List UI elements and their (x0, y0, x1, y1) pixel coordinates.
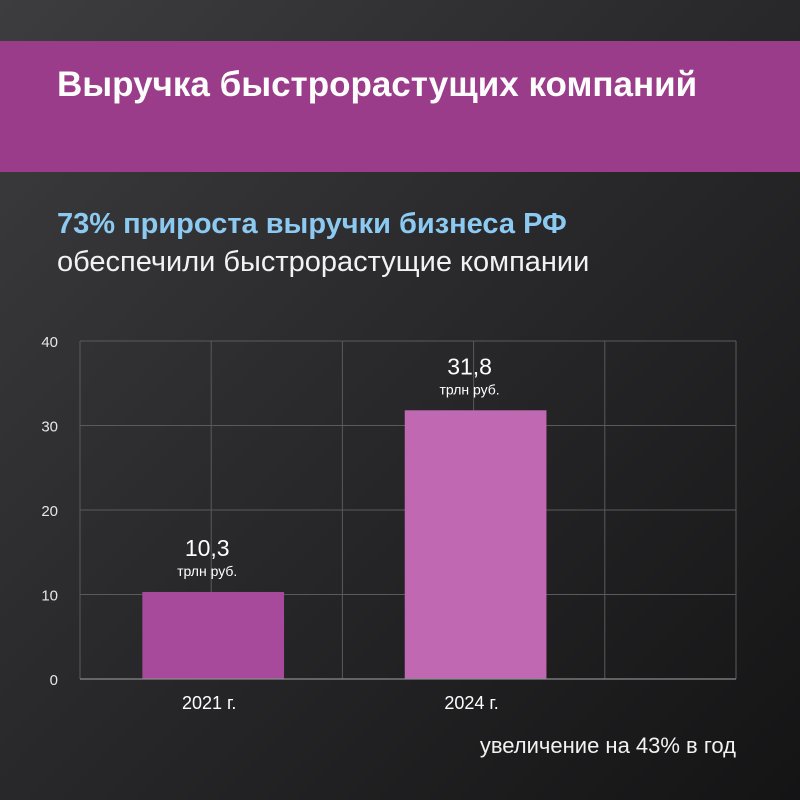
bar-unit-label: трлн руб. (439, 381, 499, 397)
bar (404, 410, 547, 679)
y-tick-label: 20 (41, 503, 58, 520)
y-tick-label: 30 (41, 419, 58, 436)
subtitle-highlight: 73% прироста выручки бизнеса РФ (57, 208, 567, 240)
chart-footnote: увеличение на 43% в год (479, 733, 736, 758)
subtitle-rest: обеспечили быстрорастущие компании (57, 246, 590, 278)
bar-value-label: 10,3 (185, 535, 230, 561)
x-category-label: 2024 г. (444, 693, 498, 713)
bar-unit-label: трлн руб. (177, 563, 237, 579)
y-tick-label: 10 (41, 588, 58, 605)
bar-chart: 0 10 20 30 40 10,3 трлн руб. 2021 г. 31,8 трлн ру… (41, 334, 737, 713)
y-tick-label: 0 (50, 672, 58, 689)
bar-value-label: 31,8 (447, 353, 492, 379)
x-category-label: 2021 г. (182, 693, 236, 713)
title-banner (0, 41, 800, 172)
page-title: Выручка быстрорастущих компаний (57, 65, 698, 104)
subtitle: 73% прироста выручки бизнеса РФ обеспечи… (57, 205, 777, 281)
y-tick-label: 40 (41, 334, 58, 351)
bar (142, 591, 285, 679)
